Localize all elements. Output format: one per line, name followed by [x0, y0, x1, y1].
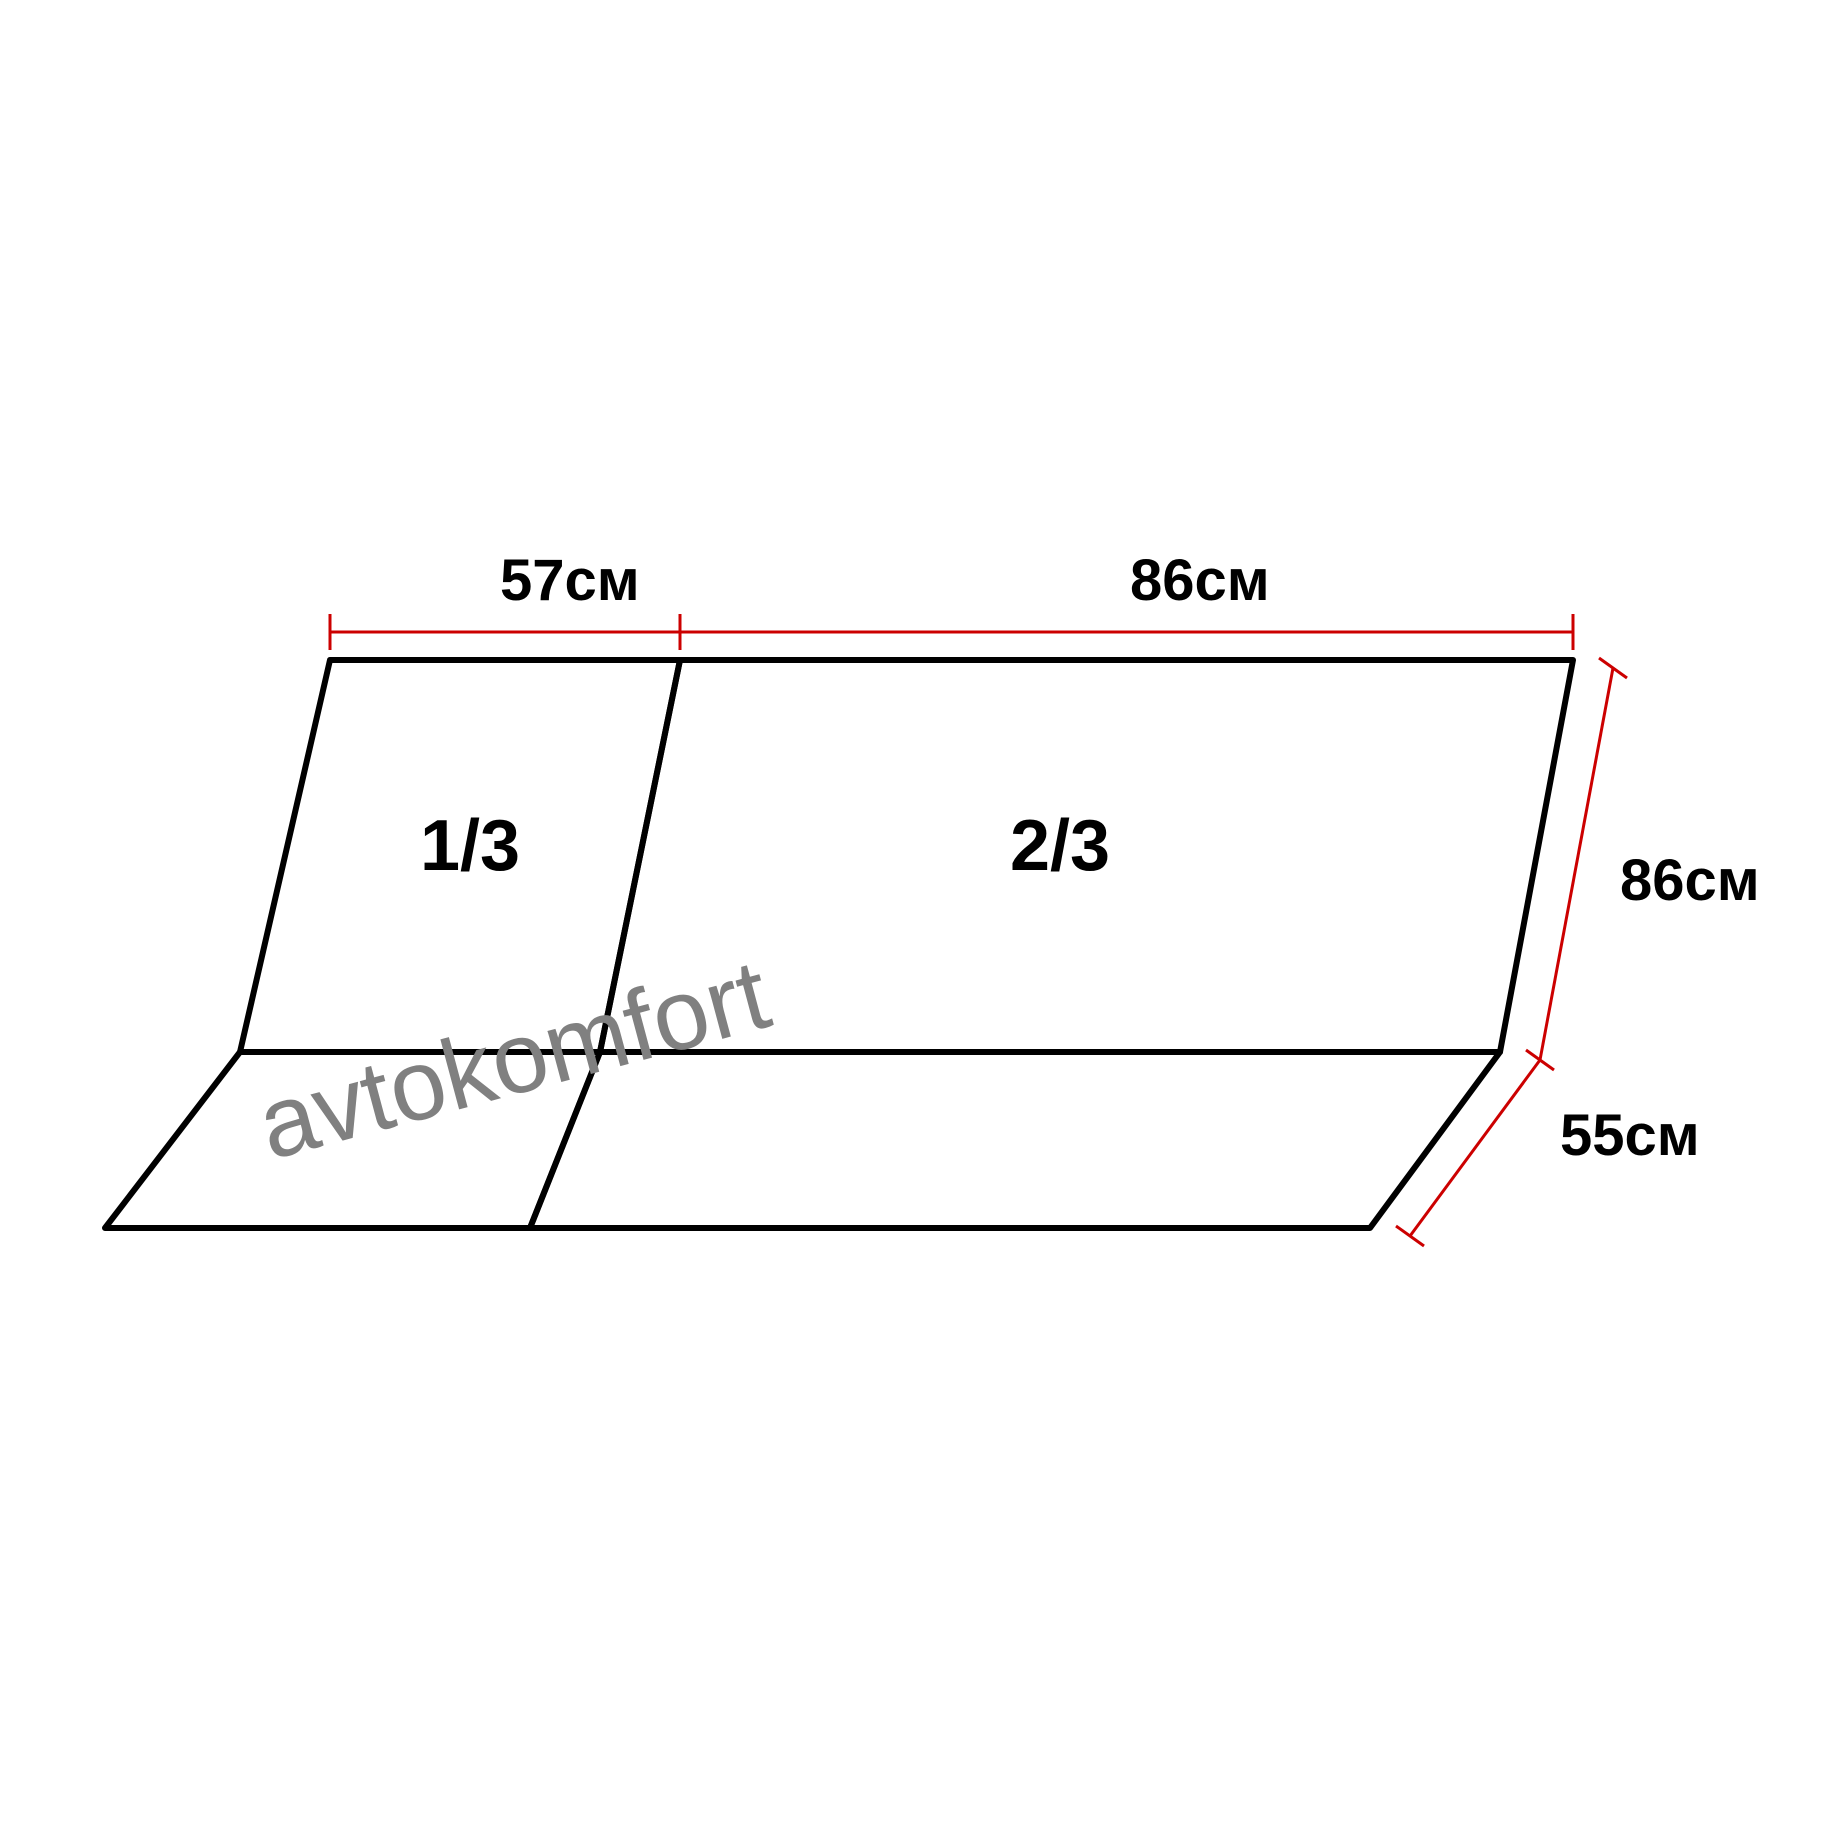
watermark-text: avtokomfort	[247, 938, 781, 1181]
dimension-lines	[330, 614, 1627, 1246]
dim-label-side-lower: 55см	[1560, 1103, 1700, 1168]
section-label-left: 1/3	[420, 806, 520, 886]
dim-right-tick-bot	[1396, 1226, 1424, 1246]
dim-label-side-upper: 86см	[1620, 848, 1760, 913]
panel-seat-right	[530, 1052, 1500, 1228]
dim-label-top-right: 86см	[1130, 548, 1270, 613]
dim-right-upper	[1540, 668, 1613, 1060]
section-label-right: 2/3	[1010, 806, 1110, 886]
dim-label-top-left: 57см	[500, 548, 640, 613]
